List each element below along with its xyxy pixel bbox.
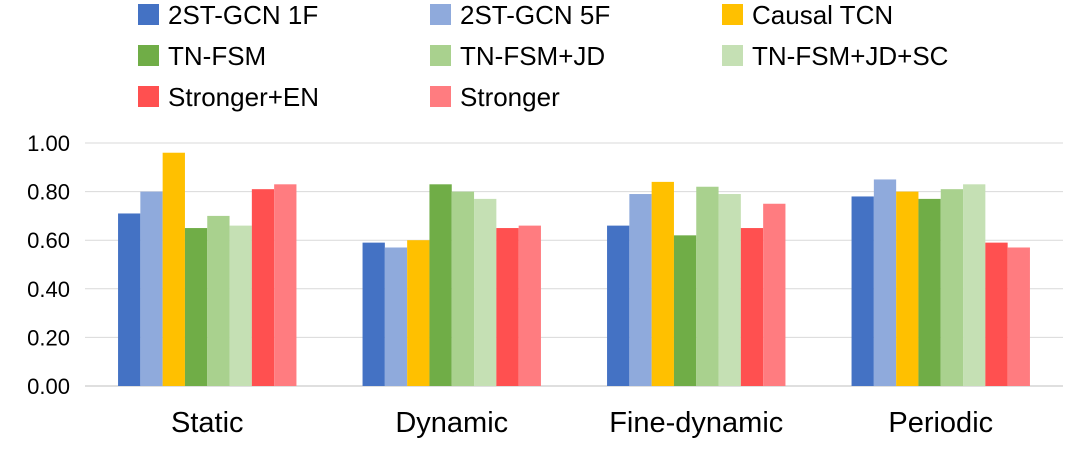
y-tick-label: 0.80	[27, 180, 70, 205]
legend-swatch	[430, 86, 451, 107]
bar-tn-fsm-fine-dynamic	[673, 235, 697, 386]
x-category-label: Fine-dynamic	[609, 407, 783, 439]
legend-label: Causal TCN	[752, 0, 893, 30]
bar-stronger-en-periodic	[985, 242, 1008, 386]
bar-tn-fsm-jd-fine-dynamic	[696, 186, 719, 386]
x-axis-categories: Static Dynamic Fine-dynamic Periodic	[171, 407, 993, 439]
x-category-label: Static	[171, 407, 244, 439]
bar-2st-gcn-5f-dynamic	[384, 247, 408, 386]
x-category-label: Dynamic	[395, 407, 508, 439]
bar-tn-fsm-dynamic	[429, 184, 452, 386]
legend-label: TN-FSM+JD	[460, 41, 605, 71]
bar-tn-fsm-jd-dynamic	[451, 191, 475, 386]
y-axis-ticks: 0.00 0.20 0.40 0.60 0.80 1.00	[27, 131, 70, 399]
bar-stronger-en-fine-dynamic	[740, 228, 764, 386]
bar-tn-fsm-jd-static	[207, 215, 230, 386]
legend-swatch	[722, 4, 743, 25]
legend-label: Stronger+EN	[168, 82, 319, 112]
bar-stronger-dynamic	[518, 225, 541, 386]
bar-2st-gcn-5f-static	[140, 191, 163, 386]
x-category-label: Periodic	[888, 407, 993, 439]
bar-tn-fsm-jd-sc-fine-dynamic	[718, 194, 741, 386]
bar-stronger-en-dynamic	[496, 228, 519, 386]
legend-swatch	[430, 4, 451, 25]
bar-stronger-en-static	[251, 189, 275, 386]
bar-2st-gcn-5f-periodic	[873, 179, 897, 386]
bar-tn-fsm-jd-periodic	[940, 189, 964, 386]
legend-swatch	[138, 86, 159, 107]
legend-swatch	[430, 45, 451, 66]
legend-label: 2ST-GCN 5F	[460, 0, 610, 30]
bar-tn-fsm-jd-sc-static	[229, 225, 252, 386]
legend-label: TN-FSM	[168, 41, 266, 71]
legend-swatch	[138, 4, 159, 25]
legend-label: TN-FSM+JD+SC	[752, 41, 948, 71]
bar-tn-fsm-periodic	[918, 198, 941, 386]
bar-causal-tcn-static	[162, 152, 185, 386]
bar-stronger-static	[274, 184, 297, 386]
y-tick-label: 1.00	[27, 131, 70, 156]
bar-2st-gcn-1f-static	[118, 213, 141, 386]
legend-label: 2ST-GCN 1F	[168, 0, 318, 30]
bar-2st-gcn-5f-fine-dynamic	[629, 194, 652, 386]
y-tick-label: 0.20	[27, 325, 70, 350]
y-tick-label: 0.00	[27, 374, 70, 399]
bar-2st-gcn-1f-periodic	[851, 196, 874, 386]
bar-2st-gcn-1f-dynamic	[362, 242, 385, 386]
legend-label: Stronger	[460, 82, 560, 112]
legend: 2ST-GCN 1F 2ST-GCN 5F Causal TCN TN-FSM TN-F…	[138, 0, 948, 112]
bar-stronger-periodic	[1007, 247, 1030, 386]
bars	[118, 152, 1030, 386]
legend-swatch	[138, 45, 159, 66]
bar-causal-tcn-dynamic	[407, 240, 430, 386]
y-tick-label: 0.60	[27, 228, 70, 253]
legend-swatch	[722, 45, 743, 66]
y-tick-label: 0.40	[27, 277, 70, 302]
bar-tn-fsm-jd-sc-dynamic	[474, 198, 497, 386]
bar-causal-tcn-periodic	[896, 191, 919, 386]
bar-stronger-fine-dynamic	[763, 203, 786, 386]
bar-tn-fsm-jd-sc-periodic	[963, 184, 986, 386]
bar-tn-fsm-static	[184, 228, 208, 386]
bar-causal-tcn-fine-dynamic	[651, 181, 674, 386]
bar-2st-gcn-1f-fine-dynamic	[607, 225, 630, 386]
